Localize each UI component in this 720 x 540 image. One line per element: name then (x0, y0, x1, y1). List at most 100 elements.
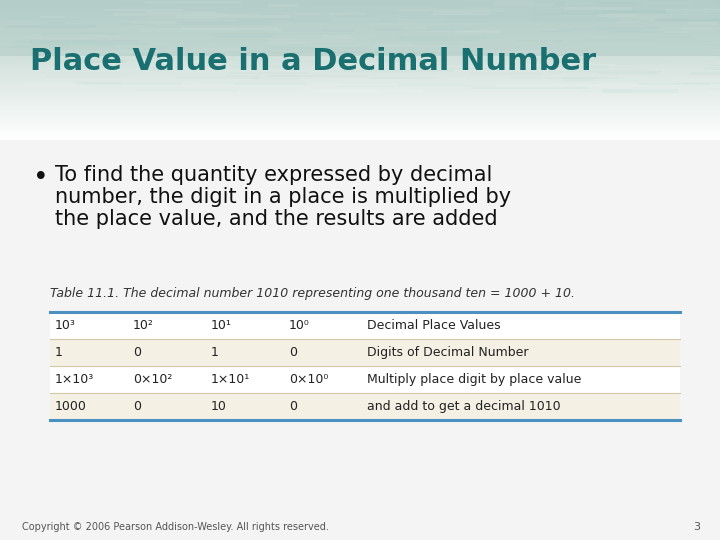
Bar (0, 86, 720, 89)
Bar (135, 89, 237, 92)
Bar (565, 2, 596, 5)
Bar (493, 2, 554, 6)
Bar (0, 134, 720, 135)
Bar (399, 36, 486, 39)
Bar (0, 119, 720, 122)
Bar (0, 124, 720, 125)
Bar (0, 79, 720, 82)
Bar (638, 83, 708, 85)
Bar (111, 62, 206, 65)
Bar (370, 77, 436, 79)
Bar (0, 35, 720, 38)
Bar (145, 17, 217, 19)
Bar (662, 41, 720, 45)
Bar (0, 130, 720, 131)
Bar (667, 58, 720, 60)
Bar (104, 9, 183, 11)
Bar (577, 70, 662, 73)
Bar (0, 56, 720, 59)
Bar (0, 133, 720, 134)
Bar (284, 29, 354, 32)
Bar (0, 117, 720, 119)
Bar (264, 30, 322, 32)
Bar (0, 137, 720, 138)
Bar (0, 105, 720, 108)
Bar (674, 77, 720, 79)
Bar (0, 39, 720, 43)
Bar (32, 43, 148, 46)
Bar (460, 0, 580, 2)
Bar (0, 121, 720, 122)
Bar (96, 25, 147, 28)
Bar (210, 44, 289, 46)
Bar (177, 6, 243, 9)
Text: 0: 0 (133, 400, 141, 413)
Bar (399, 19, 444, 20)
Bar (215, 22, 268, 23)
Bar (714, 1, 720, 4)
Bar (66, 60, 152, 63)
Bar (0, 14, 720, 17)
Bar (0, 138, 720, 139)
Bar (181, 26, 278, 30)
Bar (0, 53, 720, 57)
Bar (0, 131, 720, 133)
Bar (688, 22, 717, 25)
Bar (0, 132, 720, 133)
Text: 0×10²: 0×10² (133, 373, 172, 386)
Bar (0, 32, 720, 36)
Bar (609, 16, 671, 18)
Bar (0, 136, 720, 137)
Bar (0, 129, 720, 130)
Bar (364, 63, 443, 64)
Bar (13, 41, 96, 43)
Bar (269, 4, 300, 8)
Bar (8, 19, 80, 21)
Bar (42, 33, 116, 35)
Bar (0, 126, 720, 127)
Bar (0, 112, 720, 115)
Text: 10: 10 (211, 400, 227, 413)
Bar (681, 27, 720, 30)
Bar (449, 68, 548, 69)
Bar (116, 45, 151, 48)
Text: 10²: 10² (133, 319, 154, 332)
Bar (711, 65, 720, 66)
Bar (0, 93, 720, 96)
Bar (0, 129, 720, 131)
Bar (0, 60, 720, 64)
Bar (690, 72, 720, 76)
Bar (35, 33, 108, 35)
Bar (663, 15, 711, 16)
Bar (266, 42, 306, 44)
Bar (226, 76, 296, 77)
Bar (0, 26, 720, 29)
Bar (192, 12, 260, 15)
Bar (407, 51, 473, 54)
Bar (232, 55, 298, 57)
Bar (40, 25, 94, 27)
Bar (284, 12, 320, 15)
Bar (0, 12, 720, 15)
Bar (37, 53, 86, 57)
Text: 10¹: 10¹ (211, 319, 232, 332)
Bar (0, 91, 720, 94)
Bar (548, 71, 581, 73)
Bar (666, 9, 720, 12)
Bar (107, 46, 167, 48)
Bar (599, 72, 658, 75)
Bar (532, 12, 564, 16)
Bar (0, 7, 720, 10)
Bar (22, 36, 131, 39)
Bar (546, 65, 609, 68)
Text: Copyright © 2006 Pearson Addison-Wesley. All rights reserved.: Copyright © 2006 Pearson Addison-Wesley.… (22, 522, 329, 532)
Bar (0, 110, 720, 112)
Bar (313, 89, 423, 92)
Bar (68, 65, 97, 69)
Bar (120, 2, 149, 5)
Bar (0, 9, 720, 12)
Bar (0, 19, 720, 22)
Bar (174, 51, 253, 55)
Bar (446, 15, 543, 18)
Bar (26, 38, 94, 39)
